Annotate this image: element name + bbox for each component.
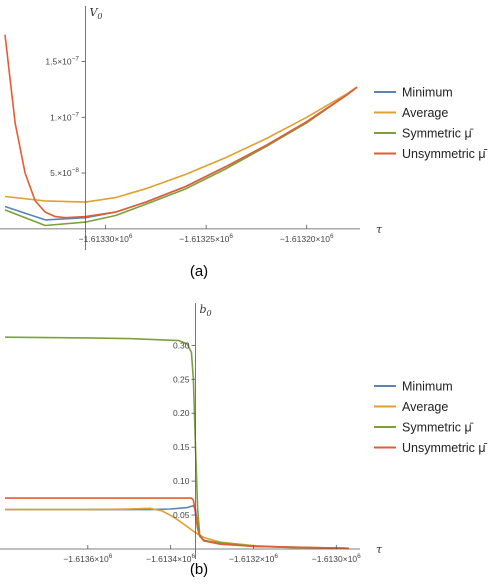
chart-a-legend: Minimum Average Symmetric μ̄ Unsymmetric μ̄	[374, 86, 488, 161]
chart-b-legend: Minimum Average Symmetric μ̄ Unsymmetric μ̄	[374, 380, 488, 455]
chart-a-series-line-1	[4, 86, 358, 203]
chart-b-legend-label-2: Symmetric μ̄	[402, 421, 474, 435]
chart-a-y-axis-label: V0	[89, 6, 102, 21]
chart-b-legend-label-1: Average	[402, 400, 448, 414]
chart-b-x-tick-label-2: −1.6132×106	[229, 553, 278, 564]
chart-b-y-tick-label-3: 0.20	[173, 408, 190, 418]
chart-a-series-lines	[4, 34, 358, 227]
chart-b: −1.6136×106 −1.6134×106 −1.6132×106 −1.6130…	[0, 303, 488, 578]
chart-b-x-tick-label-3: −1.6130×106	[312, 553, 361, 564]
chart-a-legend-label-3: Unsymmetric μ̄	[402, 147, 488, 161]
chart-a-axes: −1.61330×106 −1.61325×106 −1.61320×106 5.×1…	[0, 6, 383, 280]
chart-b-caption: (b)	[190, 561, 208, 578]
chart-b-y-tick-label-5: 0.30	[173, 340, 190, 350]
chart-b-legend-label-3: Unsymmetric μ̄	[402, 441, 488, 455]
chart-a-legend-label-2: Symmetric μ̄	[402, 127, 474, 141]
chart-a-y-tick-label-0: 5.×10−8	[50, 167, 79, 178]
chart-b-x-axis-label: τ	[376, 543, 383, 556]
chart-a-x-tick-label-1: −1.61325×106	[179, 233, 233, 244]
chart-a-series-line-0	[4, 86, 358, 221]
chart-a-y-tick-label-1: 1.×10−7	[50, 111, 79, 122]
chart-b-y-axis-label: b0	[199, 303, 211, 318]
chart-b-y-tick-label-0: 0.05	[173, 510, 190, 520]
chart-b-y-tick-label-1: 0.10	[173, 476, 190, 486]
chart-a-x-tick-label-2: −1.61320×106	[280, 233, 334, 244]
chart-b-legend-label-0: Minimum	[402, 380, 453, 394]
chart-b-x-tick-label-0: −1.6136×106	[63, 553, 112, 564]
chart-b-axes: −1.6136×106 −1.6134×106 −1.6132×106 −1.6130…	[0, 303, 383, 578]
chart-b-y-tick-label-2: 0.15	[173, 442, 190, 452]
chart-a-caption: (a)	[190, 263, 208, 280]
chart-a-y-tick-label-2: 1.5×10−7	[45, 55, 79, 66]
chart-a-series-line-2	[4, 86, 358, 227]
chart-b-series-line-3	[5, 497, 349, 550]
chart-a: −1.61330×106 −1.61325×106 −1.61320×106 5.×1…	[0, 6, 488, 280]
chart-b-y-tick-label-4: 0.25	[173, 374, 190, 384]
chart-a-legend-label-0: Minimum	[402, 86, 453, 100]
chart-a-series-line-3	[4, 34, 358, 219]
chart-a-x-tick-label-0: −1.61330×106	[79, 233, 133, 244]
chart-b-x-tick-label-1: −1.6134×106	[146, 553, 195, 564]
chart-a-legend-label-1: Average	[402, 106, 448, 120]
chart-a-x-axis-label: τ	[376, 223, 383, 236]
